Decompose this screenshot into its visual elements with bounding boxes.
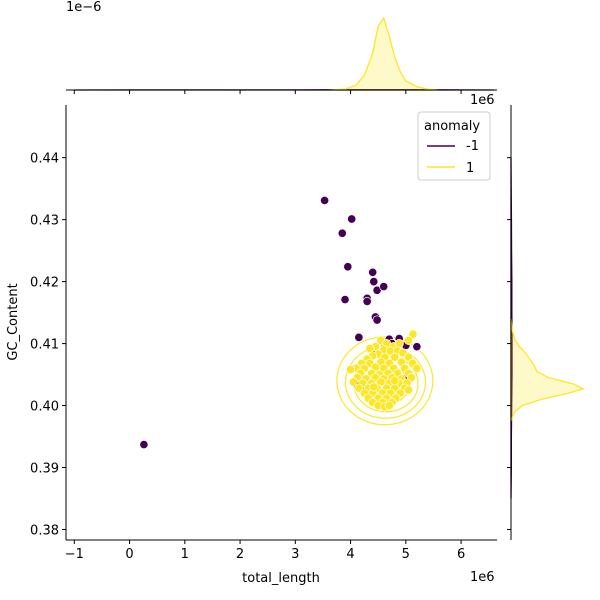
x-axis-label: total_length xyxy=(242,571,320,586)
x-tick-label: 1 xyxy=(181,547,189,562)
y-tick-label: 0.41 xyxy=(30,338,59,353)
scatter-point-neg1 xyxy=(354,332,364,342)
scatter-point-neg1 xyxy=(369,277,379,287)
scatter-point-1 xyxy=(390,352,400,362)
right-marginal-plot: 1e6 xyxy=(470,93,585,540)
scatter-point-1 xyxy=(394,339,404,349)
scatter-point-1 xyxy=(384,400,394,411)
top-marginal-offset-label: 1e−6 xyxy=(66,0,101,15)
x-tick-label: 6 xyxy=(457,547,465,562)
y-tick-label: 0.42 xyxy=(30,276,59,291)
x-tick-label: 5 xyxy=(402,547,410,562)
scatter-point-neg1 xyxy=(337,228,347,238)
y-tick-label: 0.43 xyxy=(30,214,59,229)
legend-label-1: 1 xyxy=(466,161,474,176)
main-plot: −1 0 1 2 3 4 5 6 0.38 0.39 0.40 0.41 0.42 0.43 0.44 t… xyxy=(6,105,497,586)
scatter-point-neg1 xyxy=(372,315,382,325)
top-marginal-kde-1 xyxy=(328,16,440,91)
scatter-point-neg1 xyxy=(340,295,350,305)
scatter-point-neg1 xyxy=(368,267,378,277)
y-tick-label: 0.38 xyxy=(30,523,59,538)
scatter-point-1 xyxy=(346,365,356,375)
scatter-point-neg1 xyxy=(362,296,372,306)
right-marginal-kde-1 xyxy=(510,318,585,422)
scatter-point-neg1 xyxy=(347,214,357,224)
x-tick-label: 2 xyxy=(236,547,244,562)
scatter-point-neg1 xyxy=(412,342,422,352)
top-marginal-plot: 1e−6 xyxy=(66,0,497,94)
scatter-point-1 xyxy=(369,382,379,392)
y-axis-label: GC_Content xyxy=(6,283,21,360)
x-tick-label: 4 xyxy=(346,547,354,562)
scatter-point-neg1 xyxy=(343,262,353,272)
scatter-point-1 xyxy=(408,329,418,339)
scatter-point-1 xyxy=(412,363,422,373)
scatter-point-1 xyxy=(404,335,414,346)
scatter-point-neg1 xyxy=(379,282,389,292)
y-tick-label: 0.40 xyxy=(30,400,59,415)
kde-contour xyxy=(336,336,434,426)
x-tick-label: 0 xyxy=(125,547,133,562)
legend-title: anomaly xyxy=(424,119,480,134)
scatter-point-neg1 xyxy=(139,440,149,450)
y-tick-label: 0.44 xyxy=(30,152,59,167)
legend: anomaly -1 1 xyxy=(417,111,491,181)
scatter-point-1 xyxy=(404,385,414,395)
x-offset-label: 1e6 xyxy=(470,570,495,585)
legend-label-neg1: -1 xyxy=(466,139,479,154)
y-tick-label: 0.39 xyxy=(30,462,59,477)
x-tick-label: 3 xyxy=(291,547,299,562)
right-marginal-offset-label: 1e6 xyxy=(470,93,495,108)
scatter-point-1 xyxy=(390,376,400,386)
x-tick-label: −1 xyxy=(65,547,84,562)
scatter-point-neg1 xyxy=(320,195,330,205)
scatter-point-1 xyxy=(348,377,358,387)
